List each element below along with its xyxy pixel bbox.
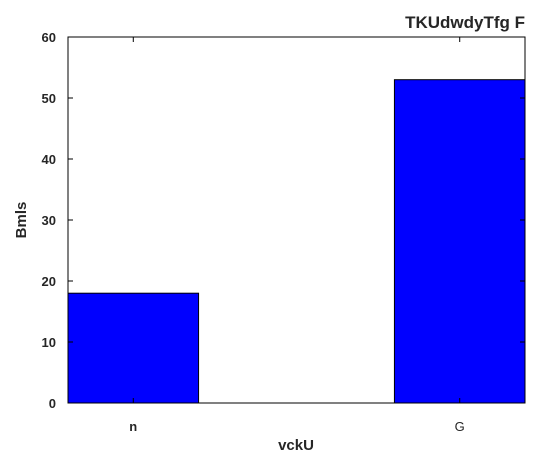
chart-title: TKUdwdyTfg F: [405, 13, 525, 32]
x-tick-label: n: [129, 419, 137, 434]
x-axis-label: vckU: [278, 437, 314, 454]
x-tick-label: G: [455, 419, 465, 434]
ticks-group: [68, 36, 525, 404]
y-tick-label: 40: [42, 152, 56, 167]
y-tick-label: 20: [42, 274, 56, 289]
bar-n: [67, 292, 200, 404]
y-tick-label: 60: [42, 30, 56, 45]
y-tick-label: 0: [49, 396, 56, 411]
y-tick-label: 10: [42, 335, 56, 350]
y-tick-label: 30: [42, 213, 56, 228]
y-axis-label: Bmls: [13, 202, 30, 239]
y-tick-labels: 0 10 20 30 40 50 60: [42, 30, 56, 411]
y-tick-label: 50: [42, 91, 56, 106]
bars-group: [67, 79, 526, 404]
bar-G: [393, 79, 526, 404]
